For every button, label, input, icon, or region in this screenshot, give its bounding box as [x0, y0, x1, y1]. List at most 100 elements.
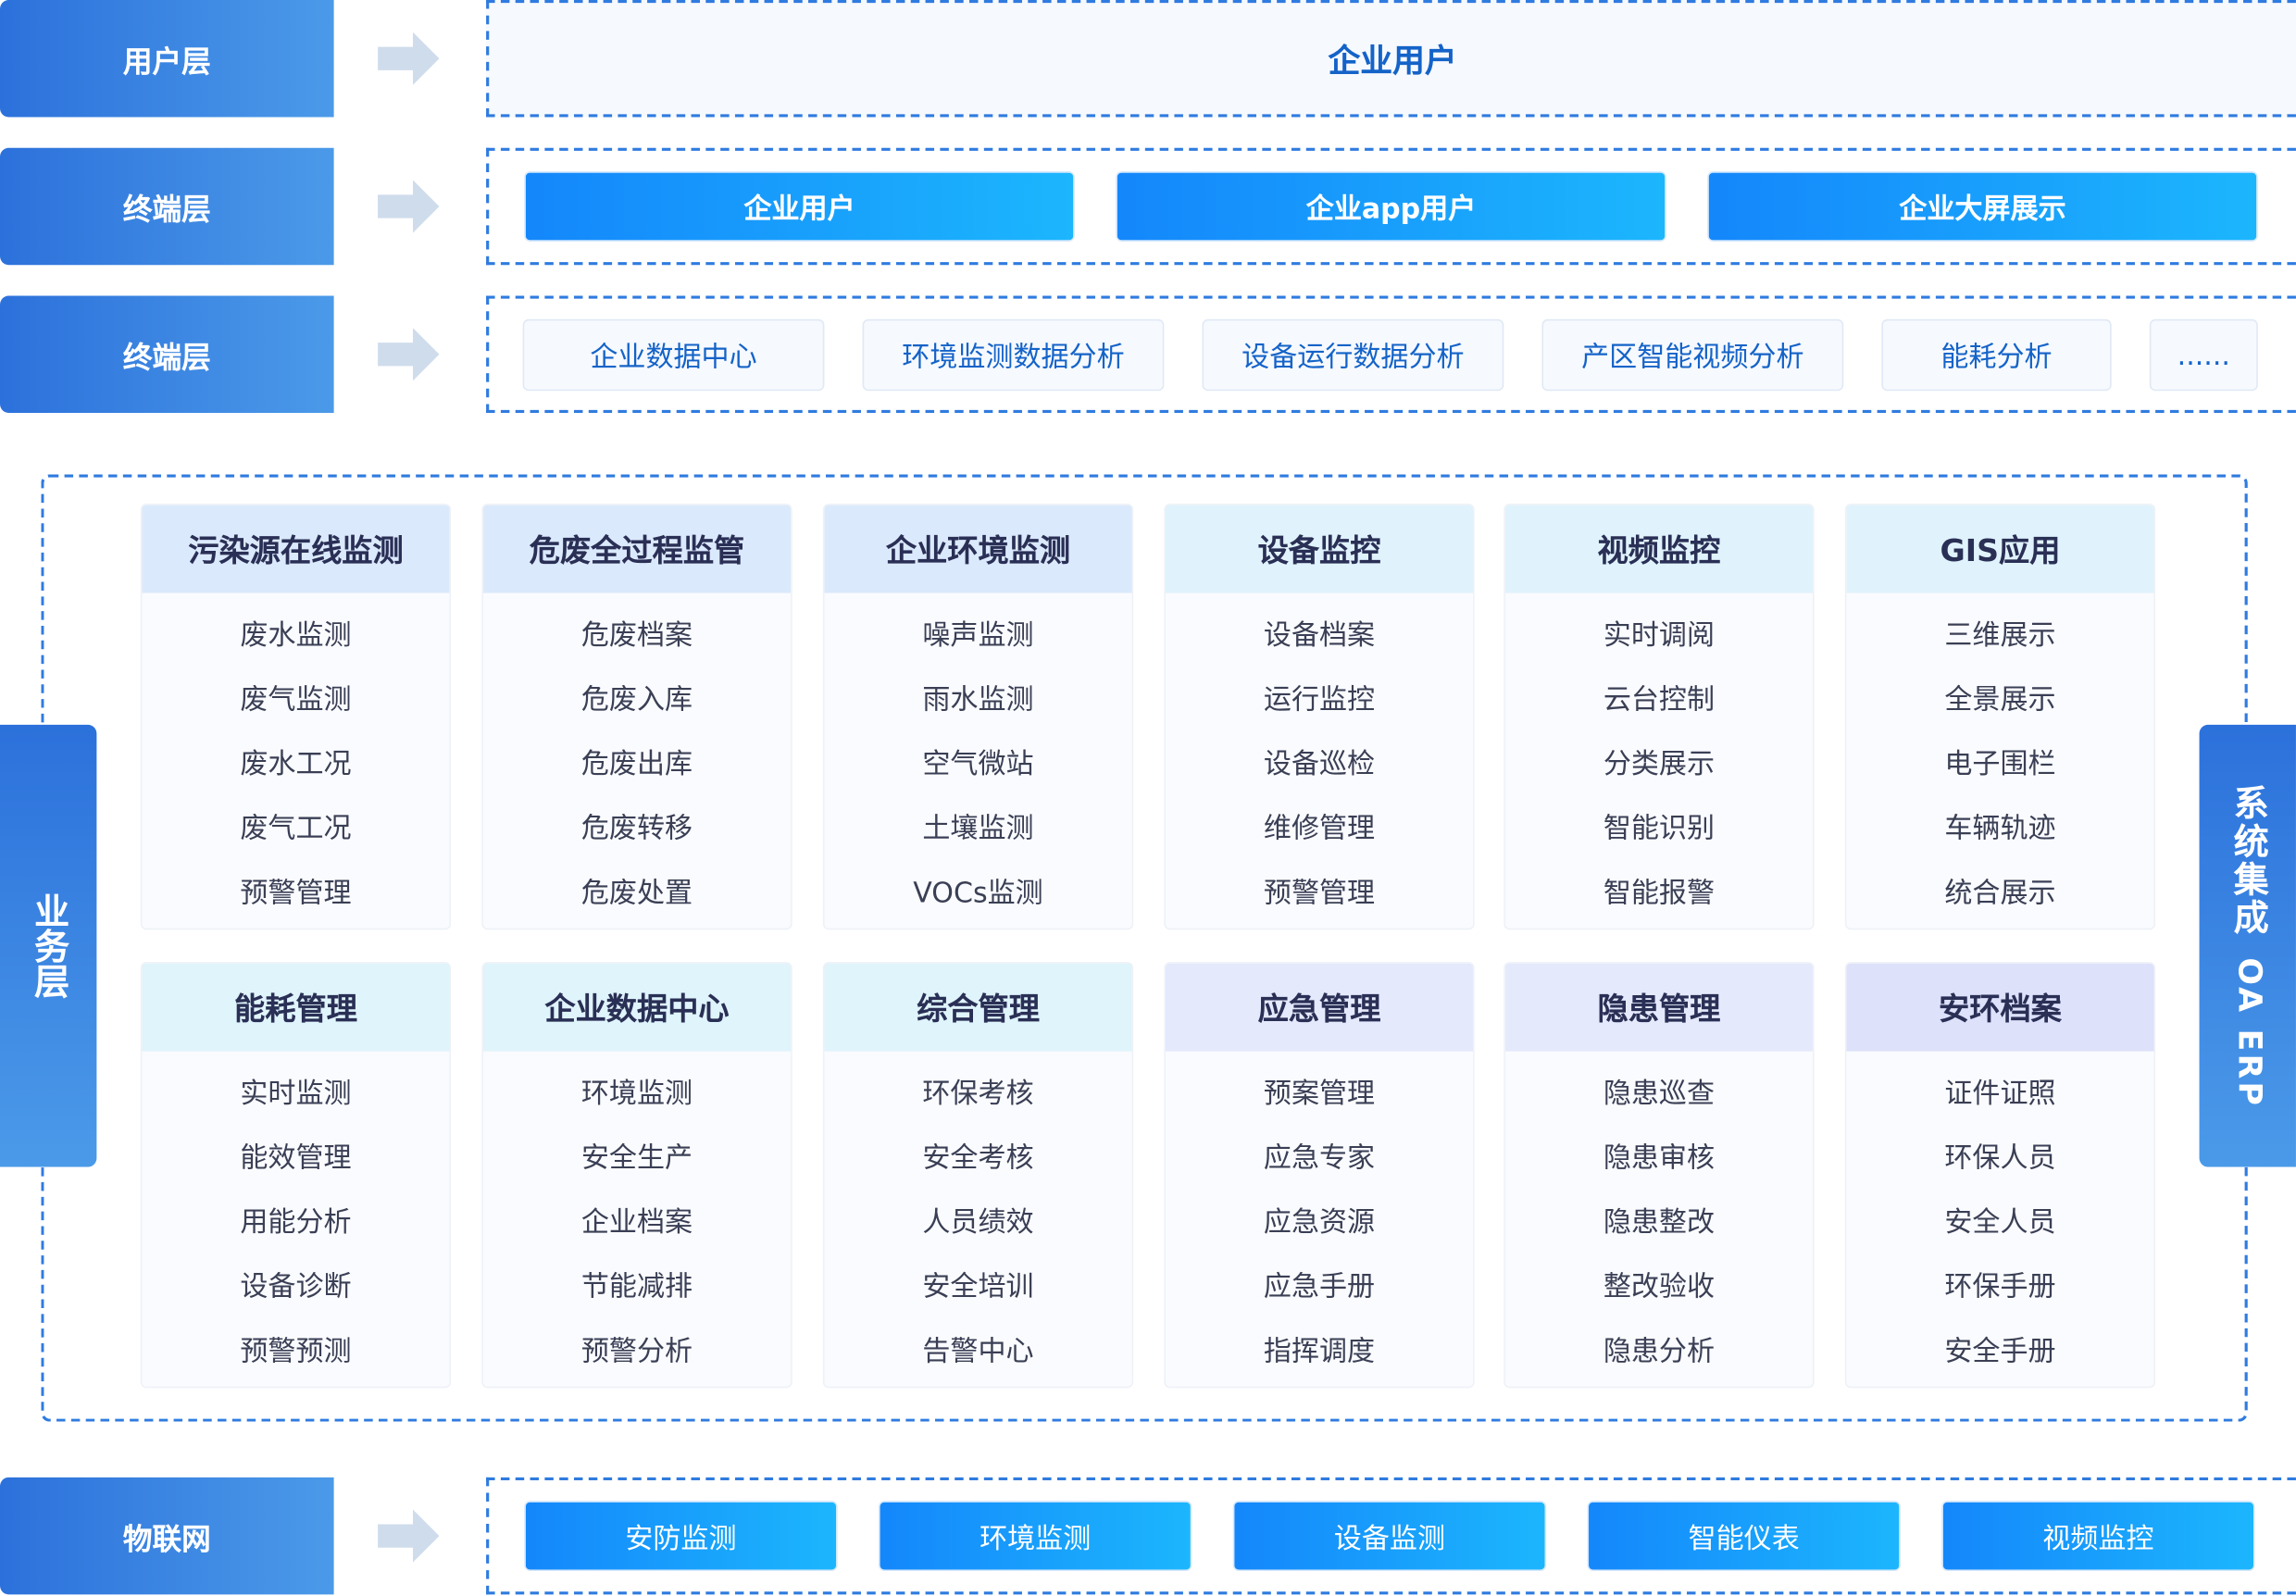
- module-item[interactable]: 危废入库: [580, 682, 693, 716]
- module-item[interactable]: 分类展示: [1603, 747, 1716, 780]
- analysis-item[interactable]: 企业数据中心: [522, 318, 825, 392]
- module-item[interactable]: 证件证照: [1944, 1077, 2056, 1110]
- iot-item[interactable]: 安防监测: [524, 1501, 838, 1572]
- business-label-text: 业务层: [28, 892, 69, 999]
- iot-item[interactable]: 智能仪表: [1587, 1501, 1901, 1572]
- module-item[interactable]: 危废出库: [580, 747, 693, 780]
- module-card: 综合管理环保考核安全考核人员绩效安全培训告警中心: [822, 962, 1134, 1389]
- module-item[interactable]: 预警分析: [580, 1334, 693, 1367]
- module-item[interactable]: 隐患审核: [1603, 1141, 1716, 1174]
- module-item[interactable]: 废气监测: [240, 682, 352, 716]
- terminal-item[interactable]: 企业app用户: [1116, 171, 1666, 242]
- module-item[interactable]: 应急专家: [1263, 1141, 1376, 1174]
- module-card: 设备监控设备档案运行监控设备巡检维修管理预警管理: [1164, 504, 1475, 930]
- analysis-item[interactable]: 能耗分析: [1881, 318, 2112, 392]
- module-item[interactable]: 设备巡检: [1263, 747, 1376, 780]
- module-item[interactable]: 安全生产: [580, 1141, 693, 1174]
- module-item[interactable]: 人员绩效: [922, 1205, 1034, 1239]
- module-item[interactable]: 安全培训: [922, 1270, 1034, 1303]
- module-item[interactable]: 预警管理: [1263, 876, 1376, 909]
- module-item[interactable]: 整改验收: [1603, 1270, 1716, 1303]
- module-title[interactable]: 应急管理: [1165, 963, 1474, 1052]
- module-item[interactable]: 环保人员: [1944, 1141, 2056, 1174]
- module-item[interactable]: 环保手册: [1944, 1270, 2056, 1303]
- module-item[interactable]: 统合展示: [1944, 876, 2056, 909]
- module-item[interactable]: 指挥调度: [1263, 1334, 1376, 1367]
- module-item[interactable]: 雨水监测: [922, 682, 1034, 716]
- module-item[interactable]: 设备诊断: [240, 1270, 352, 1303]
- module-item[interactable]: 危废转移: [580, 811, 693, 844]
- module-item[interactable]: 预警预测: [240, 1334, 352, 1367]
- iot-item[interactable]: 视频监控: [1941, 1501, 2255, 1572]
- module-item[interactable]: 预案管理: [1263, 1077, 1376, 1110]
- module-card: 隐患管理隐患巡查隐患审核隐患整改整改验收隐患分析: [1504, 962, 1815, 1389]
- module-item[interactable]: 车辆轨迹: [1944, 811, 2056, 844]
- analysis-item[interactable]: 产区智能视频分析: [1541, 318, 1844, 392]
- module-item[interactable]: 安全人员: [1944, 1205, 2056, 1239]
- module-title[interactable]: 安环档案: [1846, 963, 2154, 1052]
- module-card: 视频监控实时调阅云台控制分类展示智能识别智能报警: [1504, 504, 1815, 930]
- arrow-right-icon: [378, 1509, 440, 1563]
- analysis-item-more[interactable]: ......: [2149, 318, 2258, 392]
- module-title[interactable]: 危废全过程监管: [482, 505, 792, 593]
- module-item[interactable]: 空气微站: [922, 747, 1034, 780]
- analysis-item[interactable]: 环境监测数据分析: [862, 318, 1165, 392]
- module-title[interactable]: 综合管理: [824, 963, 1132, 1052]
- module-item[interactable]: 能效管理: [240, 1141, 352, 1174]
- module-item[interactable]: 企业档案: [580, 1205, 693, 1239]
- module-item[interactable]: 全景展示: [1944, 682, 2056, 716]
- module-card: 应急管理预案管理应急专家应急资源应急手册指挥调度: [1164, 962, 1475, 1389]
- module-item[interactable]: 隐患整改: [1603, 1205, 1716, 1239]
- module-item[interactable]: 安全手册: [1944, 1334, 2056, 1367]
- layer-label-business: 业务层: [0, 724, 97, 1167]
- module-item[interactable]: 土壤监测: [922, 811, 1034, 844]
- module-item[interactable]: 危废档案: [580, 618, 693, 652]
- module-title[interactable]: 能耗管理: [142, 963, 450, 1052]
- module-card: GIS应用三维展示全景展示电子围栏车辆轨迹统合展示: [1844, 504, 2156, 930]
- module-item[interactable]: 电子围栏: [1944, 747, 2056, 780]
- module-item[interactable]: 运行监控: [1263, 682, 1376, 716]
- module-item[interactable]: 废水监测: [240, 618, 352, 652]
- terminal-item[interactable]: 企业用户: [524, 171, 1075, 242]
- analysis-item[interactable]: 设备运行数据分析: [1202, 318, 1504, 392]
- module-item[interactable]: 废气工况: [240, 811, 352, 844]
- module-title[interactable]: 企业环境监测: [824, 505, 1132, 593]
- module-item[interactable]: 智能报警: [1603, 876, 1716, 909]
- module-title[interactable]: 设备监控: [1165, 505, 1474, 593]
- module-item[interactable]: 节能减排: [580, 1270, 693, 1303]
- module-item[interactable]: 废水工况: [240, 747, 352, 780]
- module-card: 危废全过程监管危废档案危废入库危废出库危废转移危废处置: [481, 504, 792, 930]
- module-item[interactable]: 告警中心: [922, 1334, 1034, 1367]
- module-item[interactable]: 维修管理: [1263, 811, 1376, 844]
- module-item[interactable]: 应急手册: [1263, 1270, 1376, 1303]
- module-item[interactable]: 实时监测: [240, 1077, 352, 1110]
- module-title[interactable]: 视频监控: [1504, 505, 1814, 593]
- module-title[interactable]: GIS应用: [1846, 505, 2154, 593]
- module-card: 企业环境监测噪声监测雨水监测空气微站土壤监测 VOCs监测: [822, 504, 1134, 930]
- module-item[interactable]: VOCs监测: [913, 876, 1043, 909]
- module-title[interactable]: 隐患管理: [1504, 963, 1814, 1052]
- module-item[interactable]: 预警管理: [240, 876, 352, 909]
- module-title[interactable]: 污染源在线监测: [142, 505, 450, 593]
- module-item[interactable]: 环保考核: [922, 1077, 1034, 1110]
- module-item[interactable]: 三维展示: [1944, 618, 2056, 652]
- module-item[interactable]: 智能识别: [1603, 811, 1716, 844]
- module-item[interactable]: 实时调阅: [1603, 618, 1716, 652]
- iot-item[interactable]: 环境监测: [878, 1501, 1192, 1572]
- module-item[interactable]: 噪声监测: [922, 618, 1034, 652]
- module-card: 污染源在线监测废水监测废气监测废水工况废气工况预警管理: [140, 504, 452, 930]
- module-item[interactable]: 设备档案: [1263, 618, 1376, 652]
- iot-item[interactable]: 设备监测: [1232, 1501, 1547, 1572]
- terminal-item[interactable]: 企业大屏展示: [1707, 171, 2258, 242]
- module-item[interactable]: 环境监测: [580, 1077, 693, 1110]
- module-item[interactable]: 应急资源: [1263, 1205, 1376, 1239]
- module-title[interactable]: 企业数据中心: [482, 963, 792, 1052]
- module-card: 能耗管理实时监测能效管理用能分析设备诊断预警预测: [140, 962, 452, 1389]
- module-item[interactable]: 危废处置: [580, 876, 693, 909]
- module-item[interactable]: 安全考核: [922, 1141, 1034, 1174]
- module-item[interactable]: 用能分析: [240, 1205, 352, 1239]
- module-item[interactable]: 隐患巡查: [1603, 1077, 1716, 1110]
- module-item[interactable]: 隐患分析: [1603, 1334, 1716, 1367]
- module-item[interactable]: 云台控制: [1603, 682, 1716, 716]
